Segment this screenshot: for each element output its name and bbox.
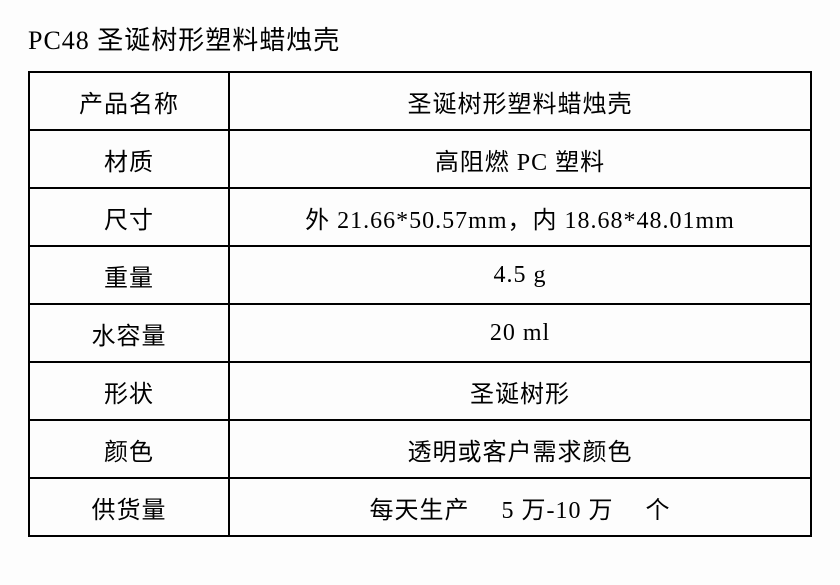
table-row: 尺寸 外 21.66*50.57mm，内 18.68*48.01mm — [29, 188, 811, 246]
spec-value: 4.5 g — [229, 246, 811, 304]
table-row: 供货量 每天生产 5 万-10 万 个 — [29, 478, 811, 536]
table-row: 形状 圣诞树形 — [29, 362, 811, 420]
spec-value: 外 21.66*50.57mm，内 18.68*48.01mm — [229, 188, 811, 246]
spec-value: 20 ml — [229, 304, 811, 362]
table-row: 产品名称 圣诞树形塑料蜡烛壳 — [29, 72, 811, 130]
spec-label: 尺寸 — [29, 188, 229, 246]
spec-label: 供货量 — [29, 478, 229, 536]
spec-label: 颜色 — [29, 420, 229, 478]
spec-value: 高阻燃 PC 塑料 — [229, 130, 811, 188]
spec-value: 圣诞树形塑料蜡烛壳 — [229, 72, 811, 130]
spec-label: 水容量 — [29, 304, 229, 362]
spec-value: 圣诞树形 — [229, 362, 811, 420]
table-row: 颜色 透明或客户需求颜色 — [29, 420, 811, 478]
spec-label: 重量 — [29, 246, 229, 304]
table-row: 重量 4.5 g — [29, 246, 811, 304]
spec-value: 每天生产 5 万-10 万 个 — [229, 478, 811, 536]
table-row: 水容量 20 ml — [29, 304, 811, 362]
table-row: 材质 高阻燃 PC 塑料 — [29, 130, 811, 188]
spec-label: 材质 — [29, 130, 229, 188]
spec-label: 形状 — [29, 362, 229, 420]
spec-table: 产品名称 圣诞树形塑料蜡烛壳 材质 高阻燃 PC 塑料 尺寸 外 21.66*5… — [28, 71, 812, 537]
spec-value: 透明或客户需求颜色 — [229, 420, 811, 478]
spec-label: 产品名称 — [29, 72, 229, 130]
page-title: PC48 圣诞树形塑料蜡烛壳 — [28, 20, 812, 57]
